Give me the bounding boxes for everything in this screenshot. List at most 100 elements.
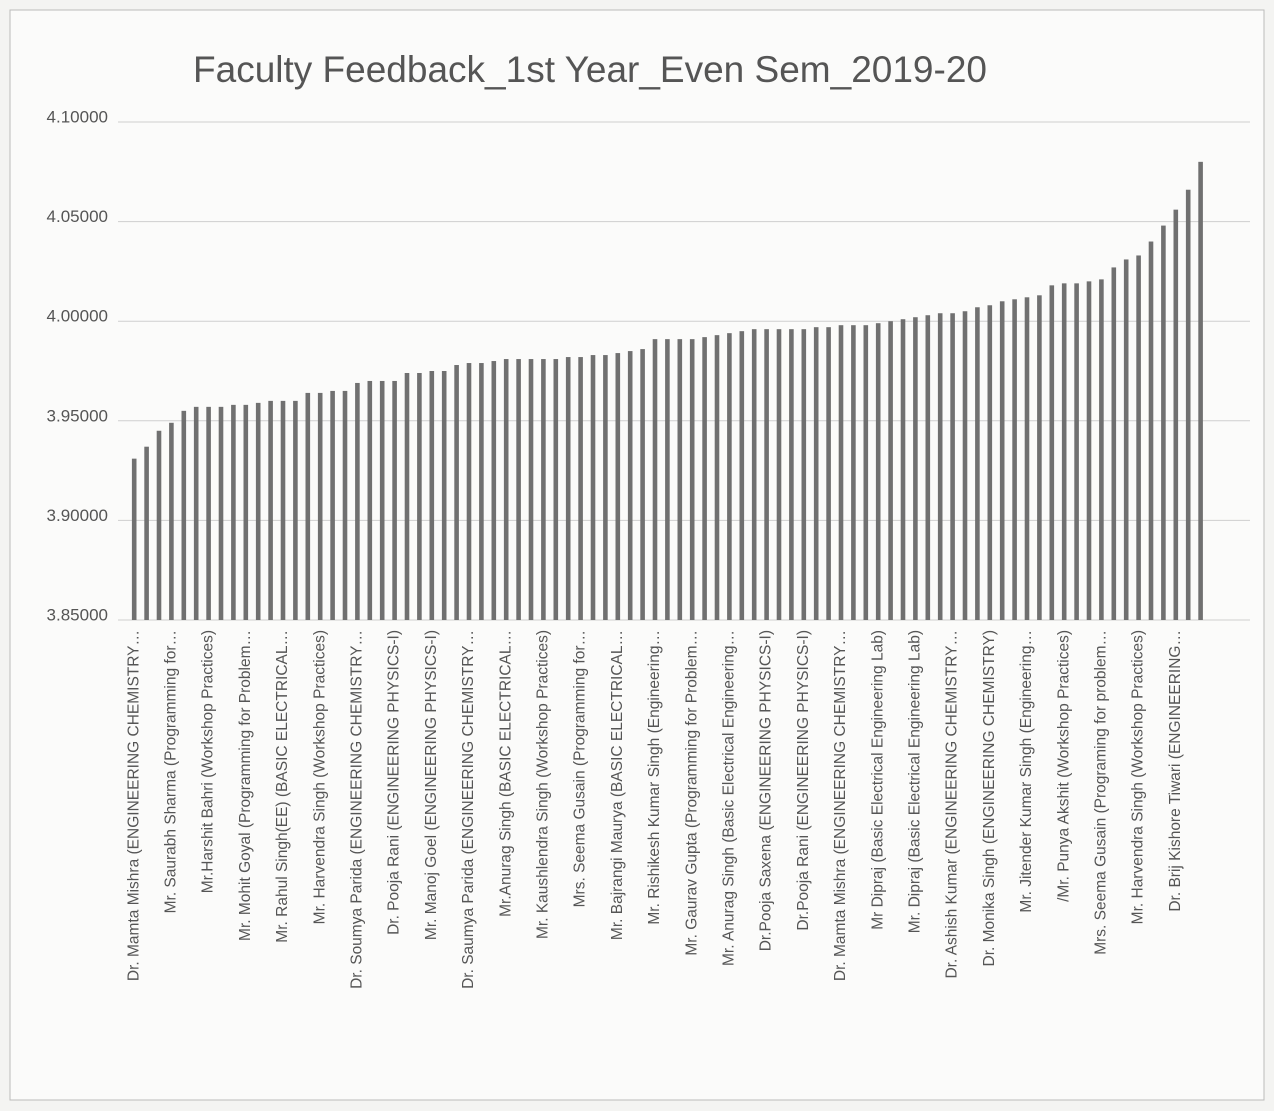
- bar: [429, 371, 435, 620]
- bar: [727, 333, 732, 620]
- bar: [305, 392, 311, 620]
- bar: [1123, 259, 1129, 620]
- bar: [528, 359, 534, 620]
- x-tick-label: Mr. Mohit Goyal (Programming for Problem…: [237, 630, 254, 941]
- chart-title: Faculty Feedback_1st Year_Even Sem_2019-…: [193, 49, 987, 90]
- bar: [1061, 283, 1067, 620]
- bar: [627, 351, 633, 620]
- y-tick-label: 4.10000: [47, 107, 108, 126]
- x-tick-label: Mrs. Seema Gusain (Programming for…: [572, 630, 589, 907]
- bar: [826, 327, 831, 620]
- bar: [999, 301, 1005, 620]
- bar: [615, 353, 621, 620]
- bar: [417, 372, 422, 620]
- bar: [367, 380, 373, 620]
- x-tick-label: Mr. Jitender Kumar Singh (Engineering…: [1018, 630, 1035, 913]
- bar: [131, 458, 137, 620]
- bar: [1049, 285, 1055, 620]
- bar: [689, 339, 695, 620]
- bar: [603, 355, 608, 620]
- x-tick-label: Dr. Mamta Mishra (ENGINEERING CHEMISTRY…: [832, 630, 849, 981]
- bar: [169, 422, 174, 620]
- bar: [975, 307, 980, 620]
- x-tick-label: Mr. Harvendra Singh (Workshop Practices): [311, 630, 328, 924]
- x-tick-label: Dr. Monika Singh (ENGINEERING CHEMISTRY): [981, 630, 998, 966]
- x-tick-label: Dr. Ashish Kumar (ENGINEERING CHEMISTRY…: [944, 630, 961, 979]
- bar: [1136, 255, 1141, 621]
- bar: [280, 400, 286, 620]
- bar: [640, 349, 645, 620]
- bar: [565, 357, 571, 620]
- bar: [665, 339, 670, 620]
- bar: [962, 311, 968, 620]
- bar: [925, 315, 931, 620]
- bar: [714, 335, 720, 620]
- bar: [466, 363, 472, 620]
- x-tick-label: Mr Dipraj (Basic Electrical Engineering …: [869, 630, 886, 930]
- bar: [491, 361, 497, 620]
- x-tick-label: Mr. Rahul Singh(EE) (BASIC ELECTRICAL…: [274, 630, 291, 943]
- bar: [144, 446, 149, 620]
- x-tick-label: Dr. Saumya Parida (ENGINEERING CHEMISTRY…: [460, 630, 477, 989]
- bar: [156, 430, 162, 620]
- bar: [863, 325, 869, 620]
- bar: [1099, 279, 1104, 620]
- x-tick-label: Mr. Anurag Singh (Basic Electrical Engin…: [720, 630, 737, 966]
- x-tick-label: Mr. Manoj Goel (ENGINEERING PHYSICS-I): [423, 630, 440, 940]
- x-tick-label: Dr.Pooja Saxena (ENGINEERING PHYSICS-I): [758, 630, 775, 951]
- bar: [764, 329, 769, 620]
- bar: [838, 325, 844, 620]
- x-tick-label: Mr. Rishikesh Kumar Singh (Engineering…: [646, 630, 663, 925]
- bar: [516, 359, 521, 620]
- x-tick-label: Mr.Harshit Bahri (Workshop Practices): [200, 630, 217, 893]
- x-tick-label: Mr.Anurag Singh (BASIC ELECTRICAL…: [497, 630, 514, 917]
- bar: [751, 329, 757, 620]
- y-tick-label: 4.00000: [47, 307, 108, 326]
- bar: [776, 329, 782, 620]
- x-tick-label: Dr. Brij Kishore Tiwari (ENGINEERING…: [1167, 630, 1184, 912]
- bar: [379, 380, 385, 620]
- bar: [739, 331, 745, 620]
- y-tick-label: 3.90000: [47, 506, 108, 525]
- bar: [181, 410, 187, 620]
- x-tick-label: Dr.Pooja Rani (ENGINEERING PHYSICS-I): [795, 630, 812, 931]
- bar: [1161, 225, 1166, 621]
- bar: [590, 355, 596, 620]
- bar: [342, 390, 348, 620]
- bar: [1111, 267, 1117, 620]
- bar: [875, 323, 881, 620]
- bar: [317, 392, 323, 620]
- y-tick-label: 4.05000: [47, 207, 108, 226]
- bar: [1012, 299, 1017, 620]
- x-tick-label: Mr. Kaushlendra Singh (Workshop Practice…: [534, 630, 551, 939]
- bar: [1086, 281, 1092, 620]
- x-tick-label: Mr. Dipraj (Basic Electrical Engineering…: [906, 630, 923, 933]
- bar: [937, 313, 943, 620]
- bar: [913, 317, 918, 620]
- bar: [404, 372, 410, 620]
- bar: [813, 327, 819, 620]
- x-tick-label: Mr. Saurabh Sharma (Programming for…: [162, 630, 179, 913]
- bar: [1173, 209, 1179, 620]
- bar: [900, 319, 906, 620]
- x-tick-label: Dr. Pooja Rani (ENGINEERING PHYSICS-I): [386, 630, 403, 935]
- bar: [702, 337, 707, 620]
- bar: [193, 406, 199, 620]
- x-tick-label: /Mr. Punya Akshit (Workshop Practices): [1055, 630, 1072, 902]
- y-tick-label: 3.95000: [47, 406, 108, 425]
- bar: [888, 321, 893, 620]
- x-tick-label: Mr. Gaurav Gupta (Programming for Proble…: [683, 630, 700, 956]
- bar: [987, 305, 993, 620]
- bar: [503, 359, 509, 620]
- bar: [1074, 283, 1079, 620]
- bar: [652, 339, 658, 620]
- bar: [789, 329, 794, 620]
- x-tick-label: Mr. Bajrangi Maurya (BASIC ELECTRICAL…: [609, 630, 626, 940]
- bar: [355, 382, 360, 620]
- x-tick-label: Mr. Harvendra Singh (Workshop Practices): [1130, 630, 1147, 924]
- bar: [479, 363, 484, 620]
- bar: [801, 329, 807, 620]
- bar: [392, 380, 397, 620]
